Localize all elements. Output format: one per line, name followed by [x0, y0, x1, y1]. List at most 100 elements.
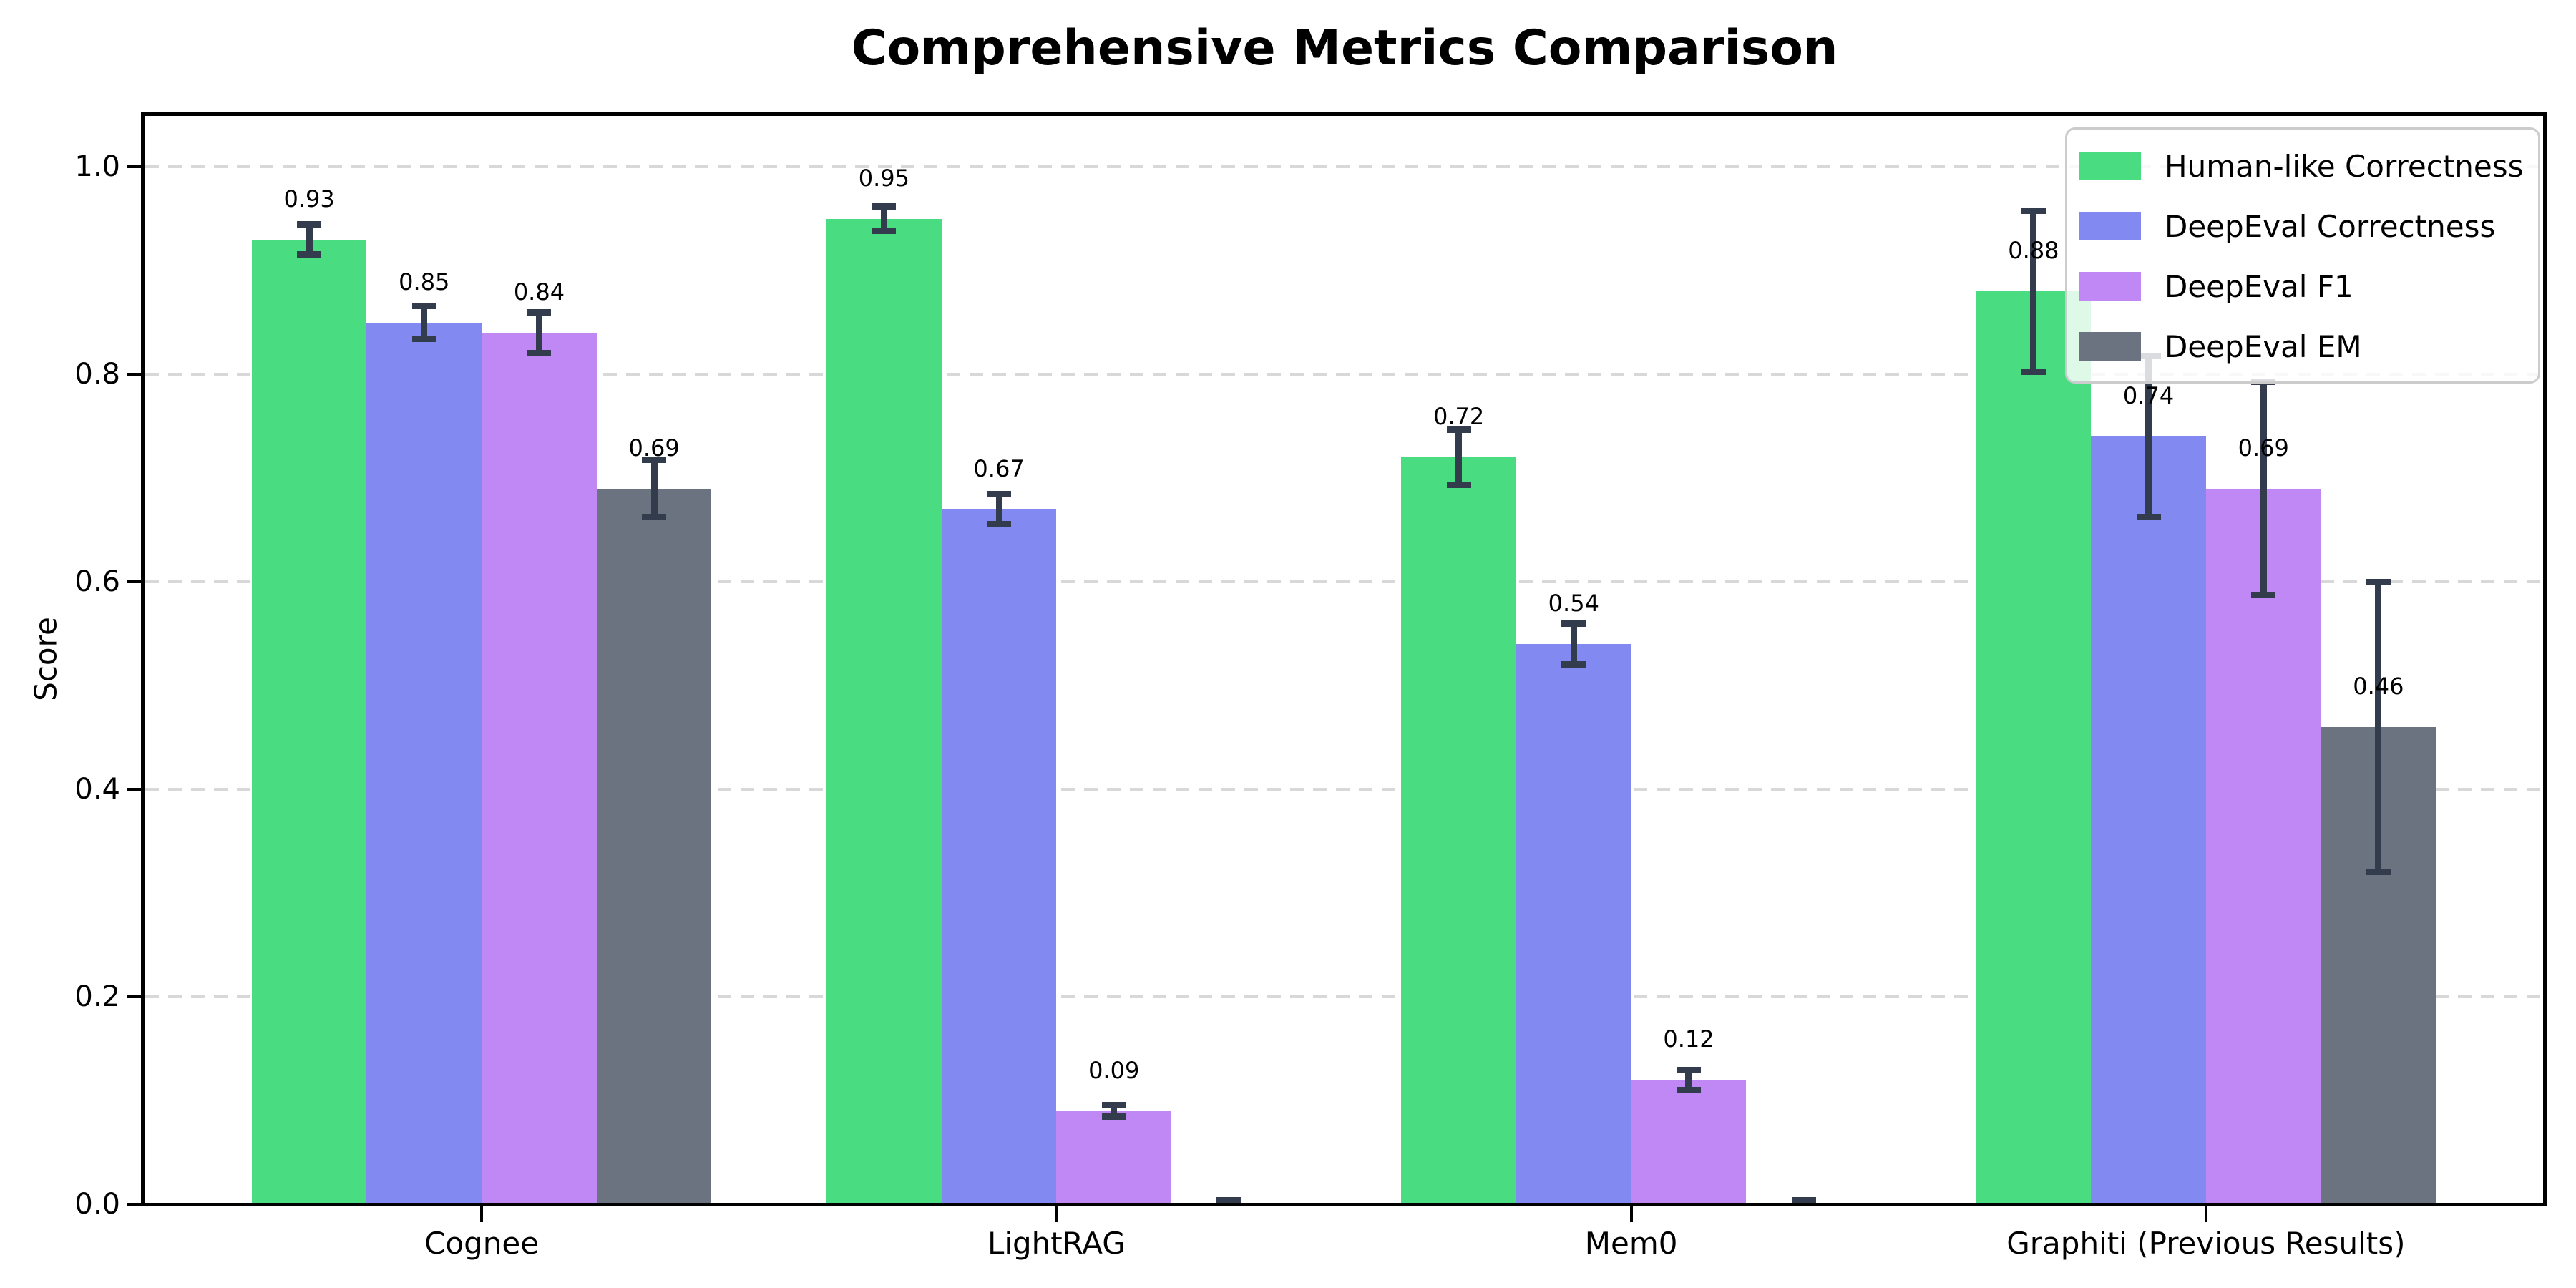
error-bar-line [1111, 1104, 1118, 1118]
error-bar-cap-top [1216, 1197, 1241, 1204]
bar [596, 488, 712, 1206]
x-category-label: LightRAG [987, 1226, 1126, 1261]
legend-item: DeepEval EM [2079, 316, 2538, 376]
x-axis-tick [480, 1206, 484, 1222]
error-bar-cap-top [1676, 1066, 1701, 1073]
bar-value-label: 0.72 [1433, 403, 1485, 430]
error-bar-cap-top [872, 203, 897, 210]
error-bar-cap-top [2366, 579, 2391, 585]
error-bar-line [2145, 355, 2152, 518]
error-bar-cap-bottom [1561, 661, 1586, 668]
gridline [145, 373, 2542, 376]
bar [826, 218, 942, 1206]
legend-swatch [2079, 332, 2141, 361]
legend: Human-like Correctness DeepEval Correctne… [2065, 127, 2540, 384]
bar [1631, 1080, 1747, 1206]
bar-value-label: 0.69 [2238, 434, 2289, 462]
error-bar-line [2260, 381, 2267, 595]
y-tick-label: 0.2 [74, 980, 120, 1013]
y-tick-label: 0.8 [74, 358, 120, 391]
gridline [145, 995, 2542, 998]
bar [1516, 644, 1631, 1206]
legend-label: Human-like Correctness [2165, 148, 2524, 184]
error-bar-line [421, 306, 428, 339]
error-bar-line [1685, 1069, 1692, 1091]
bar-value-label: 0.88 [2008, 237, 2059, 264]
bar [251, 239, 367, 1206]
legend-label: DeepEval Correctness [2165, 208, 2496, 244]
bar [1401, 457, 1516, 1206]
error-bar-cap-bottom [872, 227, 897, 234]
error-bar-cap-bottom [2136, 514, 2161, 521]
bar-value-label: 0.93 [283, 185, 335, 213]
error-bar-line [2030, 210, 2037, 373]
error-bar-cap-top [642, 456, 667, 463]
y-axis-tick [127, 1203, 143, 1206]
error-bar-cap-top [411, 303, 436, 310]
y-axis-tick [127, 580, 143, 583]
error-bar-line [995, 493, 1002, 525]
error-bar-cap-bottom [987, 521, 1012, 528]
legend-item: DeepEval Correctness [2079, 196, 2538, 256]
bar [2091, 436, 2206, 1206]
chart-title: Comprehensive Metrics Comparison [851, 20, 1838, 77]
legend-label: DeepEval EM [2165, 328, 2362, 364]
error-bar-cap-bottom [411, 335, 436, 342]
y-tick-label: 0.6 [74, 565, 120, 598]
error-bar-cap-bottom [1676, 1086, 1701, 1093]
legend-swatch [2079, 212, 2141, 240]
error-bar-line [2375, 582, 2382, 872]
error-bar-line [880, 206, 887, 231]
error-bar-cap-bottom [527, 350, 552, 356]
bar [366, 322, 482, 1206]
y-axis-tick [127, 995, 143, 998]
error-bar-cap-bottom [1446, 482, 1471, 489]
error-bar-line [650, 459, 658, 518]
error-bar-cap-top [1101, 1101, 1126, 1108]
legend-item: Human-like Correctness [2079, 136, 2538, 196]
gridline [145, 788, 2542, 791]
bar-value-label: 0.46 [2353, 673, 2404, 700]
bar [482, 333, 597, 1206]
x-category-label: Mem0 [1584, 1226, 1678, 1261]
legend-swatch [2079, 272, 2141, 301]
bar [1976, 291, 2092, 1206]
bar-value-label: 0.74 [2122, 382, 2175, 409]
bar-value-label: 0.85 [399, 268, 450, 296]
error-bar-cap-top [1791, 1197, 1816, 1204]
error-bar-cap-bottom [1101, 1113, 1126, 1121]
bar [2205, 488, 2321, 1206]
error-bar-line [1455, 429, 1463, 486]
error-bar-cap-top [527, 309, 552, 316]
error-bar-cap-top [2021, 207, 2046, 214]
error-bar-cap-bottom [2251, 591, 2276, 598]
legend-swatch [2079, 152, 2141, 180]
bar-value-label: 0.09 [1088, 1056, 1140, 1084]
error-bar-line [535, 312, 542, 353]
error-bar-cap-bottom [642, 514, 667, 521]
bar-value-label: 0.69 [628, 434, 680, 462]
x-category-label: Graphiti (Previous Results) [2006, 1226, 2406, 1261]
x-axis-tick [1055, 1206, 1058, 1222]
gridline [145, 580, 2542, 583]
bar-value-label: 0.67 [973, 454, 1025, 482]
bar-value-label: 0.12 [1663, 1025, 1714, 1053]
legend-label: DeepEval F1 [2165, 268, 2353, 304]
x-category-label: Cognee [424, 1226, 540, 1261]
y-axis-tick [127, 373, 143, 376]
legend-item: DeepEval F1 [2079, 256, 2538, 316]
y-tick-label: 0.0 [74, 1188, 120, 1221]
bar [941, 509, 1057, 1206]
error-bar-cap-top [1446, 426, 1471, 433]
error-bar-line [306, 223, 313, 255]
error-bar-cap-bottom [2021, 369, 2046, 376]
error-bar-cap-bottom [297, 251, 322, 258]
bar [1056, 1111, 1171, 1206]
y-tick-label: 1.0 [74, 150, 120, 183]
error-bar-line [1570, 623, 1577, 665]
x-axis-tick [1629, 1206, 1633, 1222]
y-axis-label: Score [28, 617, 64, 701]
error-bar-cap-bottom [2366, 869, 2391, 875]
y-axis-tick [127, 165, 143, 168]
